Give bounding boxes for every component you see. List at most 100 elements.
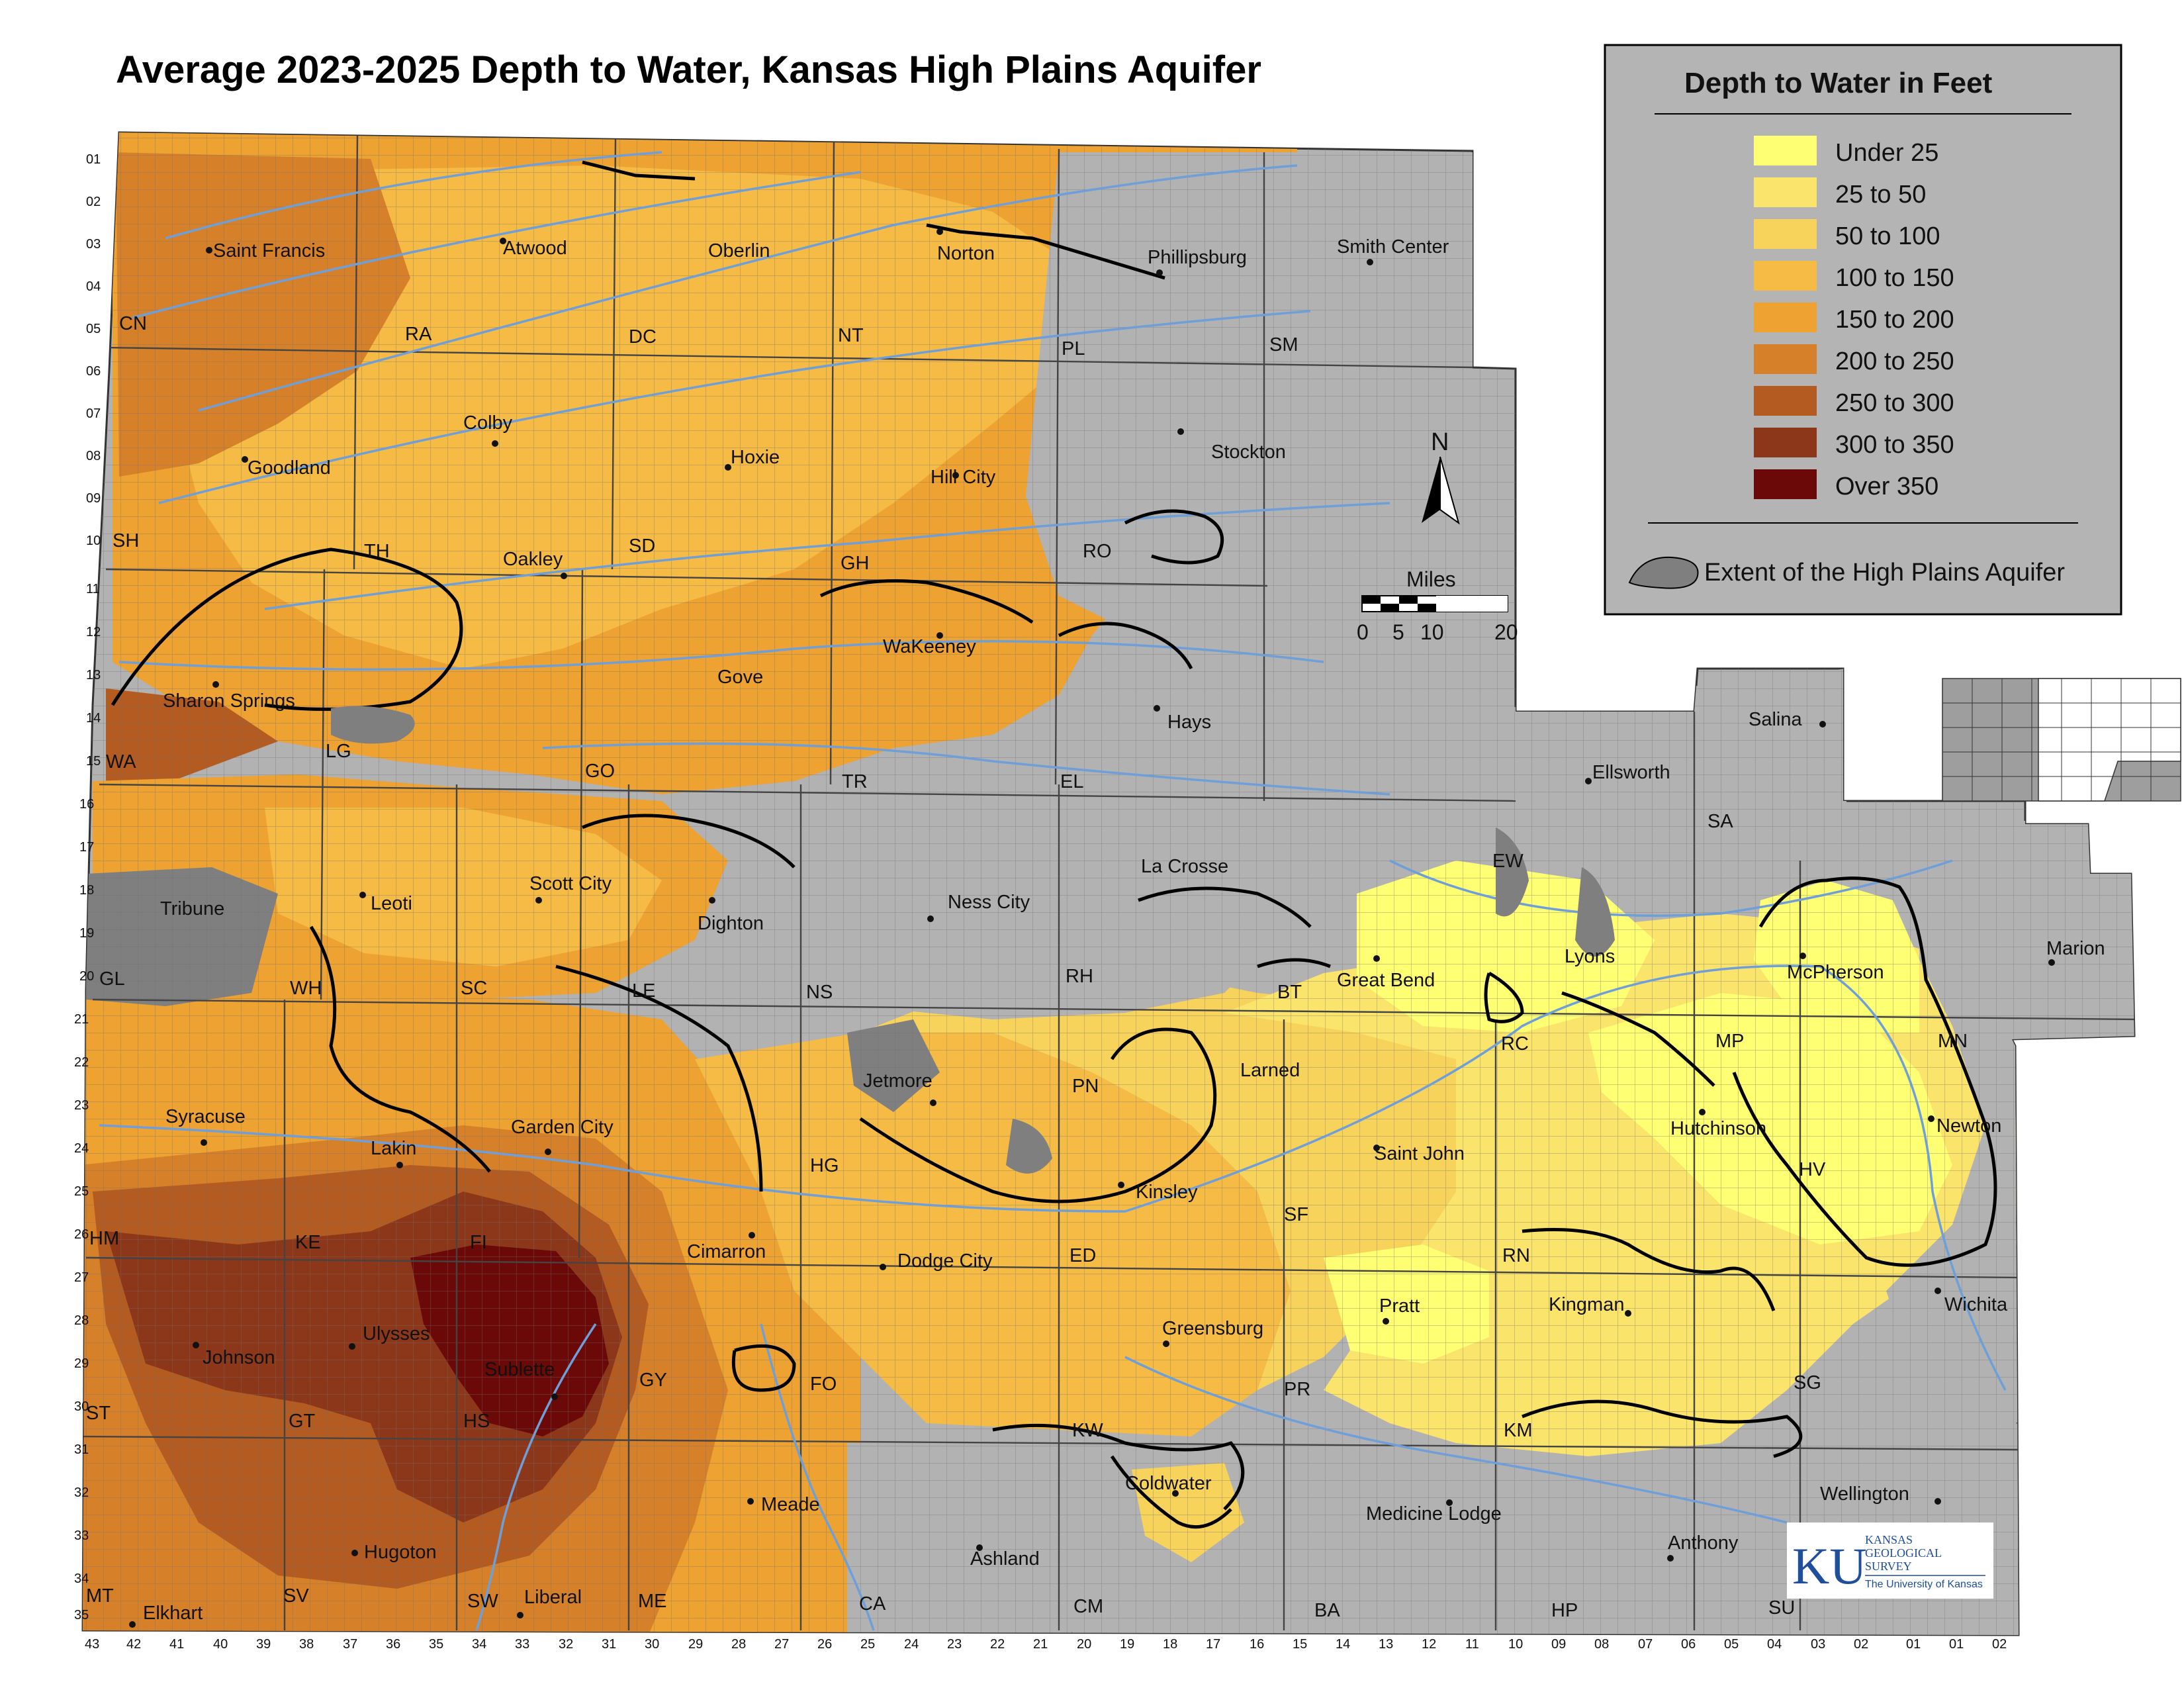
county-label: RN: [1502, 1245, 1530, 1266]
county-label: RH: [1066, 966, 1093, 987]
city-label: Ulysses: [363, 1323, 430, 1344]
city-label: Elkhart: [143, 1603, 203, 1624]
township-label: 19: [79, 926, 94, 941]
township-label: 04: [86, 279, 101, 294]
range-label: 38: [299, 1637, 314, 1652]
county-label: SD: [629, 536, 655, 557]
range-label: 36: [386, 1637, 400, 1652]
range-label: 02: [1992, 1637, 2007, 1652]
township-label: 15: [86, 754, 101, 769]
city-label: Meade: [761, 1494, 820, 1515]
city-label: Kingman: [1549, 1294, 1624, 1315]
county-label: GL: [99, 968, 125, 990]
legend-label: 25 to 50: [1835, 181, 1926, 209]
city-label: Oakley: [503, 549, 563, 570]
range-label: 35: [429, 1637, 443, 1652]
scale-bar: Miles 0 5 10 20: [1357, 567, 1518, 644]
legend-label: 300 to 350: [1835, 431, 1954, 459]
logo-line-3: SURVEY: [1865, 1560, 1912, 1573]
county-label: ST: [86, 1403, 111, 1424]
city-label: Oberlin: [708, 240, 770, 261]
township-label: 14: [86, 711, 101, 726]
legend-swatch: [1754, 219, 1817, 249]
county-label: HM: [89, 1228, 119, 1249]
county-label: ME: [638, 1591, 667, 1612]
city-label: Lakin: [371, 1138, 416, 1159]
county-label: GT: [289, 1411, 316, 1432]
range-label: 05: [1724, 1637, 1739, 1652]
city-label: Salina: [1749, 709, 1802, 730]
township-label: 22: [74, 1055, 89, 1070]
township-label: 17: [79, 840, 94, 855]
county-label: CA: [859, 1593, 886, 1615]
city-label: Colby: [463, 412, 513, 434]
city-label: Hill City: [931, 467, 996, 488]
township-label: 26: [74, 1227, 89, 1242]
city-label: Ellsworth: [1592, 762, 1670, 783]
county-label: PR: [1284, 1379, 1310, 1400]
county-label: SF: [1284, 1204, 1308, 1225]
county-label: SM: [1269, 334, 1298, 355]
county-label: BA: [1314, 1600, 1340, 1621]
city-label: Cimarron: [687, 1241, 766, 1262]
county-label: SV: [283, 1585, 309, 1607]
range-label: 22: [990, 1637, 1005, 1652]
township-label: 02: [86, 195, 101, 209]
city-label: Leoti: [371, 893, 412, 914]
county-label: SC: [461, 978, 487, 999]
range-label: 11: [1465, 1637, 1479, 1652]
range-label: 37: [343, 1637, 357, 1652]
legend-class-list: Under 25 25 to 50 50 to 100 100 to 150 1…: [1754, 136, 1954, 500]
city-label: Atwood: [503, 238, 567, 259]
county-label: HP: [1551, 1600, 1578, 1621]
township-label: 24: [74, 1141, 89, 1156]
range-label: 31: [602, 1637, 616, 1652]
township-label: 18: [79, 883, 94, 898]
city-label: Lyons: [1565, 946, 1615, 967]
township-label: 11: [86, 582, 100, 596]
city-label: Scott City: [529, 873, 612, 894]
township-label: 16: [79, 797, 94, 812]
range-label: 19: [1120, 1637, 1134, 1652]
range-label: 01: [1906, 1637, 1921, 1652]
township-label: 34: [74, 1571, 89, 1586]
range-label: 17: [1206, 1637, 1220, 1652]
legend-label: Under 25: [1835, 139, 1938, 167]
county-label: GO: [585, 761, 615, 782]
legend-label: Over 350: [1835, 473, 1938, 500]
range-label: 13: [1379, 1637, 1393, 1652]
county-label: HG: [810, 1155, 839, 1176]
county-label: FI: [470, 1232, 487, 1253]
range-label: 43: [85, 1637, 99, 1652]
aquifer-extent-swatch: [1628, 556, 1699, 589]
township-label: 25: [74, 1184, 89, 1199]
county-label: GY: [639, 1370, 667, 1391]
city-label: McPherson: [1787, 962, 1884, 983]
range-label: 24: [904, 1637, 919, 1652]
legend-swatch: [1754, 303, 1817, 332]
range-label: 06: [1681, 1637, 1696, 1652]
township-label: 08: [86, 449, 101, 463]
city-label: Dighton: [698, 913, 764, 934]
township-label: 10: [86, 534, 101, 548]
legend-swatch: [1754, 261, 1817, 291]
ku-logo-letters: KU: [1792, 1537, 1867, 1595]
range-label: 42: [126, 1637, 141, 1652]
city-label: Anthony: [1668, 1532, 1739, 1554]
legend-title: Depth to Water in Feet: [1684, 67, 1993, 99]
county-label: KE: [295, 1232, 321, 1253]
county-label: WH: [290, 978, 322, 999]
range-label: 21: [1033, 1637, 1048, 1652]
county-label: SA: [1707, 811, 1733, 832]
legend-label: 50 to 100: [1835, 222, 1940, 250]
range-labels: 43 42 41 40 39 38 37 36 35 34 33 32 31 3…: [85, 1637, 2007, 1652]
aquifer-extent-patches: [331, 706, 1615, 1174]
city-label: Ness City: [948, 892, 1030, 913]
city-label: Kinsley: [1136, 1182, 1198, 1203]
county-label: EL: [1060, 771, 1083, 792]
city-label: Goodland: [248, 457, 331, 479]
scale-bar-tick: 5: [1392, 620, 1404, 644]
legend-swatch: [1754, 386, 1817, 416]
rivers: [99, 151, 2007, 1631]
aquifer-outline: [111, 160, 1997, 1529]
